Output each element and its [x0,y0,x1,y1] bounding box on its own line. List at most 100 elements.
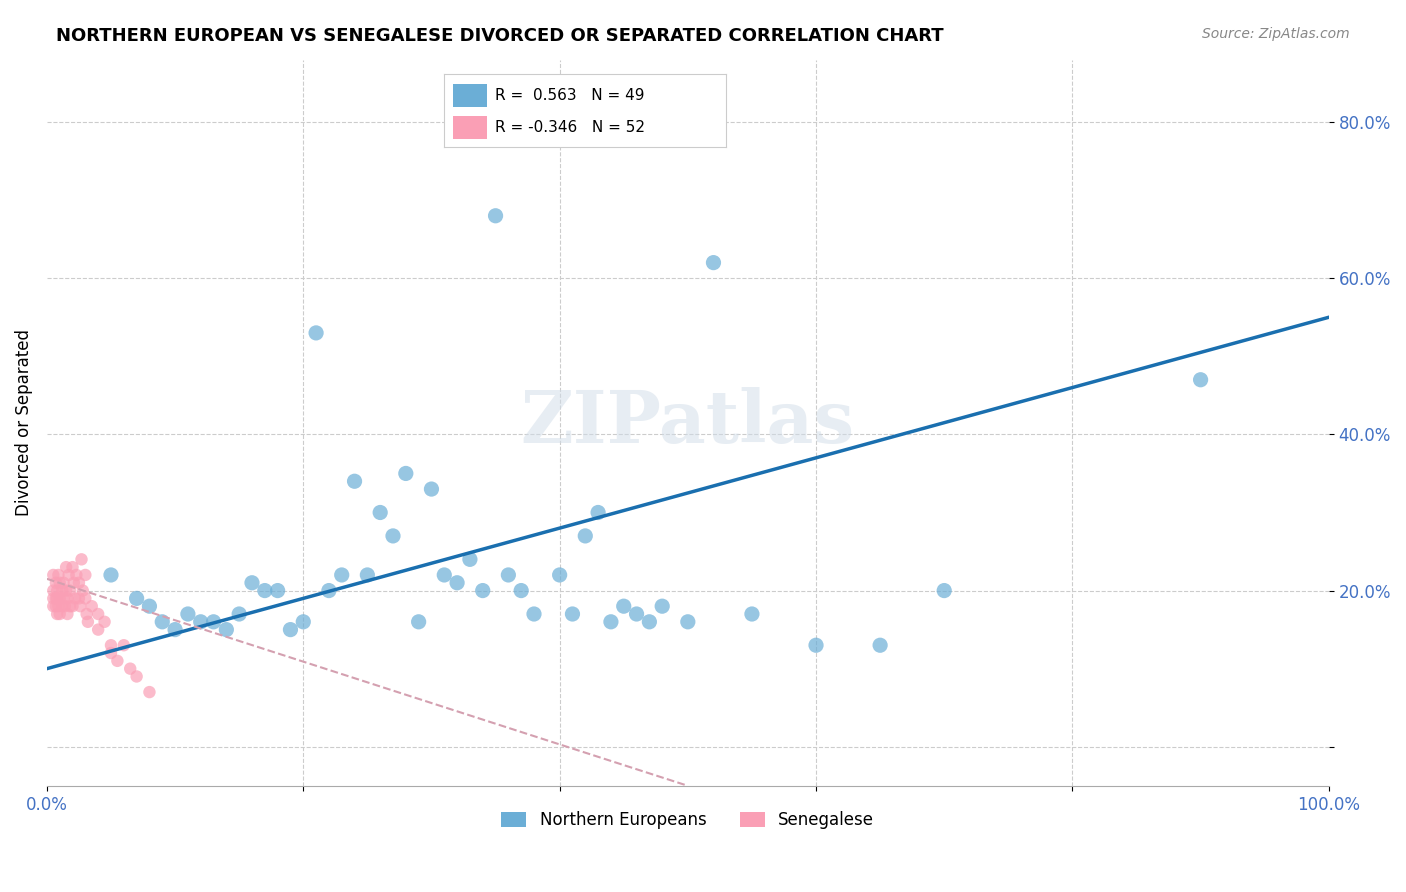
Legend: Northern Europeans, Senegalese: Northern Europeans, Senegalese [495,805,882,836]
Point [48,575,70,590]
Point [120,662,142,676]
Point [42,591,65,606]
Point [548,568,571,582]
Point [446,575,468,590]
Point [42,599,65,614]
Point [741,607,763,621]
Point [202,615,225,629]
Point [292,615,315,629]
Point [67,591,90,606]
Point [395,467,418,481]
Point [471,583,494,598]
Point [75,568,97,582]
Point [356,568,378,582]
Point [53,599,76,614]
Point [343,475,366,489]
Point [51,599,73,614]
Point [100,646,122,660]
Point [87,607,110,621]
Point [56,607,79,621]
Point [52,575,75,590]
Point [600,615,623,629]
Point [934,583,956,598]
Point [626,607,648,621]
Point [45,599,67,614]
Point [48,599,70,614]
Point [869,638,891,652]
Point [280,623,302,637]
Point [62,575,84,590]
Point [105,654,128,668]
Point [77,615,100,629]
Point [63,591,86,606]
Point [138,685,160,699]
Point [45,575,67,590]
Point [702,255,724,269]
Point [215,623,238,637]
Point [253,583,276,598]
Point [55,560,77,574]
Point [150,615,173,629]
Point [62,560,84,574]
Point [368,506,391,520]
Point [48,607,70,621]
Point [305,326,328,340]
Point [112,638,135,652]
Point [651,599,673,614]
Point [586,506,609,520]
Point [100,638,122,652]
Point [59,583,82,598]
Point [65,568,87,582]
Text: NORTHERN EUROPEAN VS SENEGALESE DIVORCED OR SEPARATED CORRELATION CHART: NORTHERN EUROPEAN VS SENEGALESE DIVORCED… [56,27,943,45]
Point [51,583,73,598]
Point [70,552,93,566]
Point [100,568,122,582]
Point [613,599,636,614]
Point [42,568,65,582]
Point [177,607,200,621]
Point [46,607,69,621]
Point [498,568,520,582]
Point [408,615,430,629]
Point [59,599,82,614]
Point [420,482,443,496]
Point [228,607,250,621]
Point [433,568,456,582]
Point [72,583,94,598]
Point [56,591,79,606]
Point [42,583,65,598]
Point [804,638,827,652]
Point [484,209,506,223]
Point [574,529,596,543]
Point [46,591,69,606]
Point [80,599,103,614]
Point [125,669,148,683]
Point [1189,373,1212,387]
Point [58,568,80,582]
Point [62,599,84,614]
Point [69,599,91,614]
Text: ZIPatlas: ZIPatlas [520,387,855,458]
Point [561,607,583,621]
Point [48,568,70,582]
Point [93,615,115,629]
Point [382,529,405,543]
Point [76,607,98,621]
Point [52,591,75,606]
Y-axis label: Divorced or Separated: Divorced or Separated [15,329,32,516]
Point [510,583,533,598]
Point [318,583,340,598]
Point [87,623,110,637]
Text: Source: ZipAtlas.com: Source: ZipAtlas.com [1202,27,1350,41]
Point [67,575,90,590]
Point [638,615,661,629]
Point [523,607,546,621]
Point [75,591,97,606]
Point [240,575,263,590]
Point [45,591,67,606]
Point [165,623,187,637]
Point [458,552,481,566]
Point [55,583,77,598]
Point [190,615,212,629]
Point [676,615,699,629]
